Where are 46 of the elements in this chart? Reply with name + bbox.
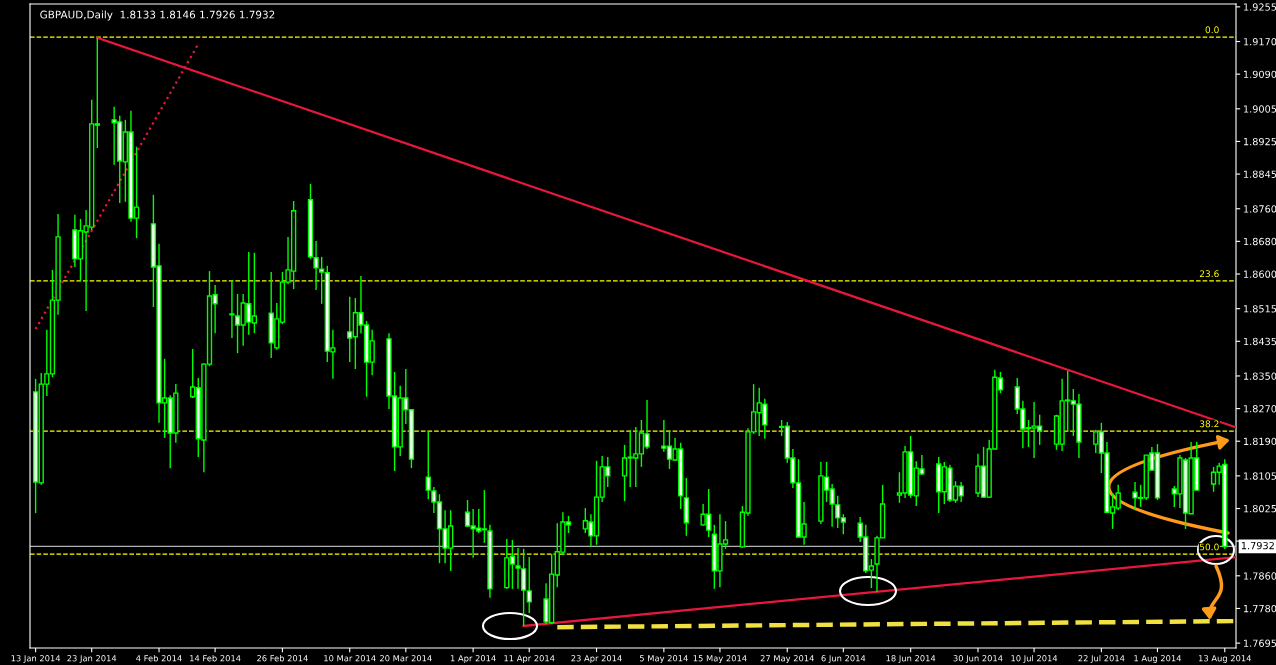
y-tick-label: 1.9005	[1244, 105, 1276, 113]
x-tick-label: 13 Aug 2014	[1199, 655, 1251, 664]
x-tick-label: 23 Apr 2014	[571, 655, 622, 664]
x-tick-label: 22 Jul 2014	[1078, 654, 1125, 663]
x-tick-label: 14 Feb 2014	[190, 654, 241, 662]
annotation: 38.2	[1199, 420, 1219, 428]
x-tick-label: 1 Apr 2014	[450, 655, 496, 664]
candlestick	[229, 279, 235, 339]
y-tick-label: 1.9170	[1244, 38, 1276, 46]
x-tick-label: 23 Jan 2014	[67, 655, 117, 663]
y-tick-label: 1.7780	[1244, 604, 1276, 613]
x-tick-label: 6 Jun 2014	[821, 655, 866, 663]
x-tick-label: 13 Jan 2014	[11, 655, 61, 663]
y-tick-label: 1.8025	[1244, 504, 1276, 513]
y-tick-label: 1.8515	[1244, 305, 1276, 313]
y-tick-label: 1.7695	[1244, 639, 1276, 647]
ref-line-label: 1.7932	[1241, 541, 1274, 550]
x-tick-label: 4 Feb 2014	[136, 654, 182, 662]
x-tick-label: 30 Jun 2014	[953, 655, 1003, 663]
y-tick-label: 1.8190	[1244, 437, 1276, 446]
y-tick-label: 1.8350	[1244, 372, 1276, 380]
y-tick-label: 1.9255	[1244, 3, 1276, 11]
y-tick-label: 1.8600	[1244, 270, 1276, 278]
y-tick-label: 1.8105	[1244, 472, 1276, 480]
x-tick-label: 10 Mar 2014	[324, 655, 376, 662]
annotation: 23.6	[1199, 270, 1219, 278]
x-tick-label: 20 Mar 2014	[380, 655, 432, 662]
y-tick-label: 1.7860	[1244, 572, 1276, 580]
x-tick-label: 18 Jun 2014	[886, 655, 936, 663]
annotation: 50.0	[1199, 543, 1219, 551]
annotation: 0.0	[1205, 26, 1219, 34]
y-tick-label: 1.8435	[1244, 337, 1276, 346]
text: GBPAUD,Daily 1.8133 1.8146 1.7926 1.7932	[40, 10, 275, 21]
y-tick-label: 1.8760	[1244, 205, 1276, 213]
y-tick-label: 1.9090	[1244, 70, 1276, 78]
y-tick-label: 1.8270	[1244, 405, 1276, 413]
x-tick-label: 11 Apr 2014	[504, 655, 555, 664]
y-tick-label: 1.8680	[1244, 237, 1276, 246]
x-tick-label: 27 May 2014	[760, 655, 814, 664]
x-tick-label: 1 Aug 2014	[1134, 655, 1182, 664]
x-tick-label: 5 May 2014	[639, 655, 688, 664]
y-tick-label: 1.8845	[1244, 170, 1276, 178]
x-tick-label: 10 Jul 2014	[1011, 654, 1058, 663]
x-tick-label: 15 May 2014	[693, 655, 747, 664]
x-tick-label: 26 Feb 2014	[257, 654, 308, 662]
y-tick-label: 1.8925	[1244, 137, 1276, 146]
